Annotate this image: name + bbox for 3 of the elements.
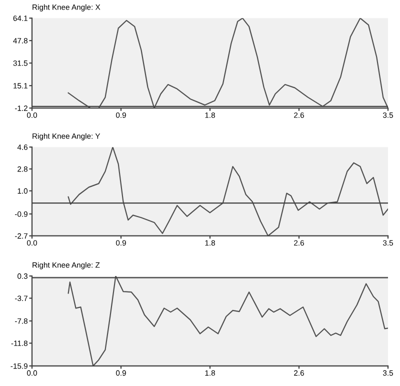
line-series [68,18,388,108]
line-series [68,147,388,236]
line-series [68,276,388,366]
